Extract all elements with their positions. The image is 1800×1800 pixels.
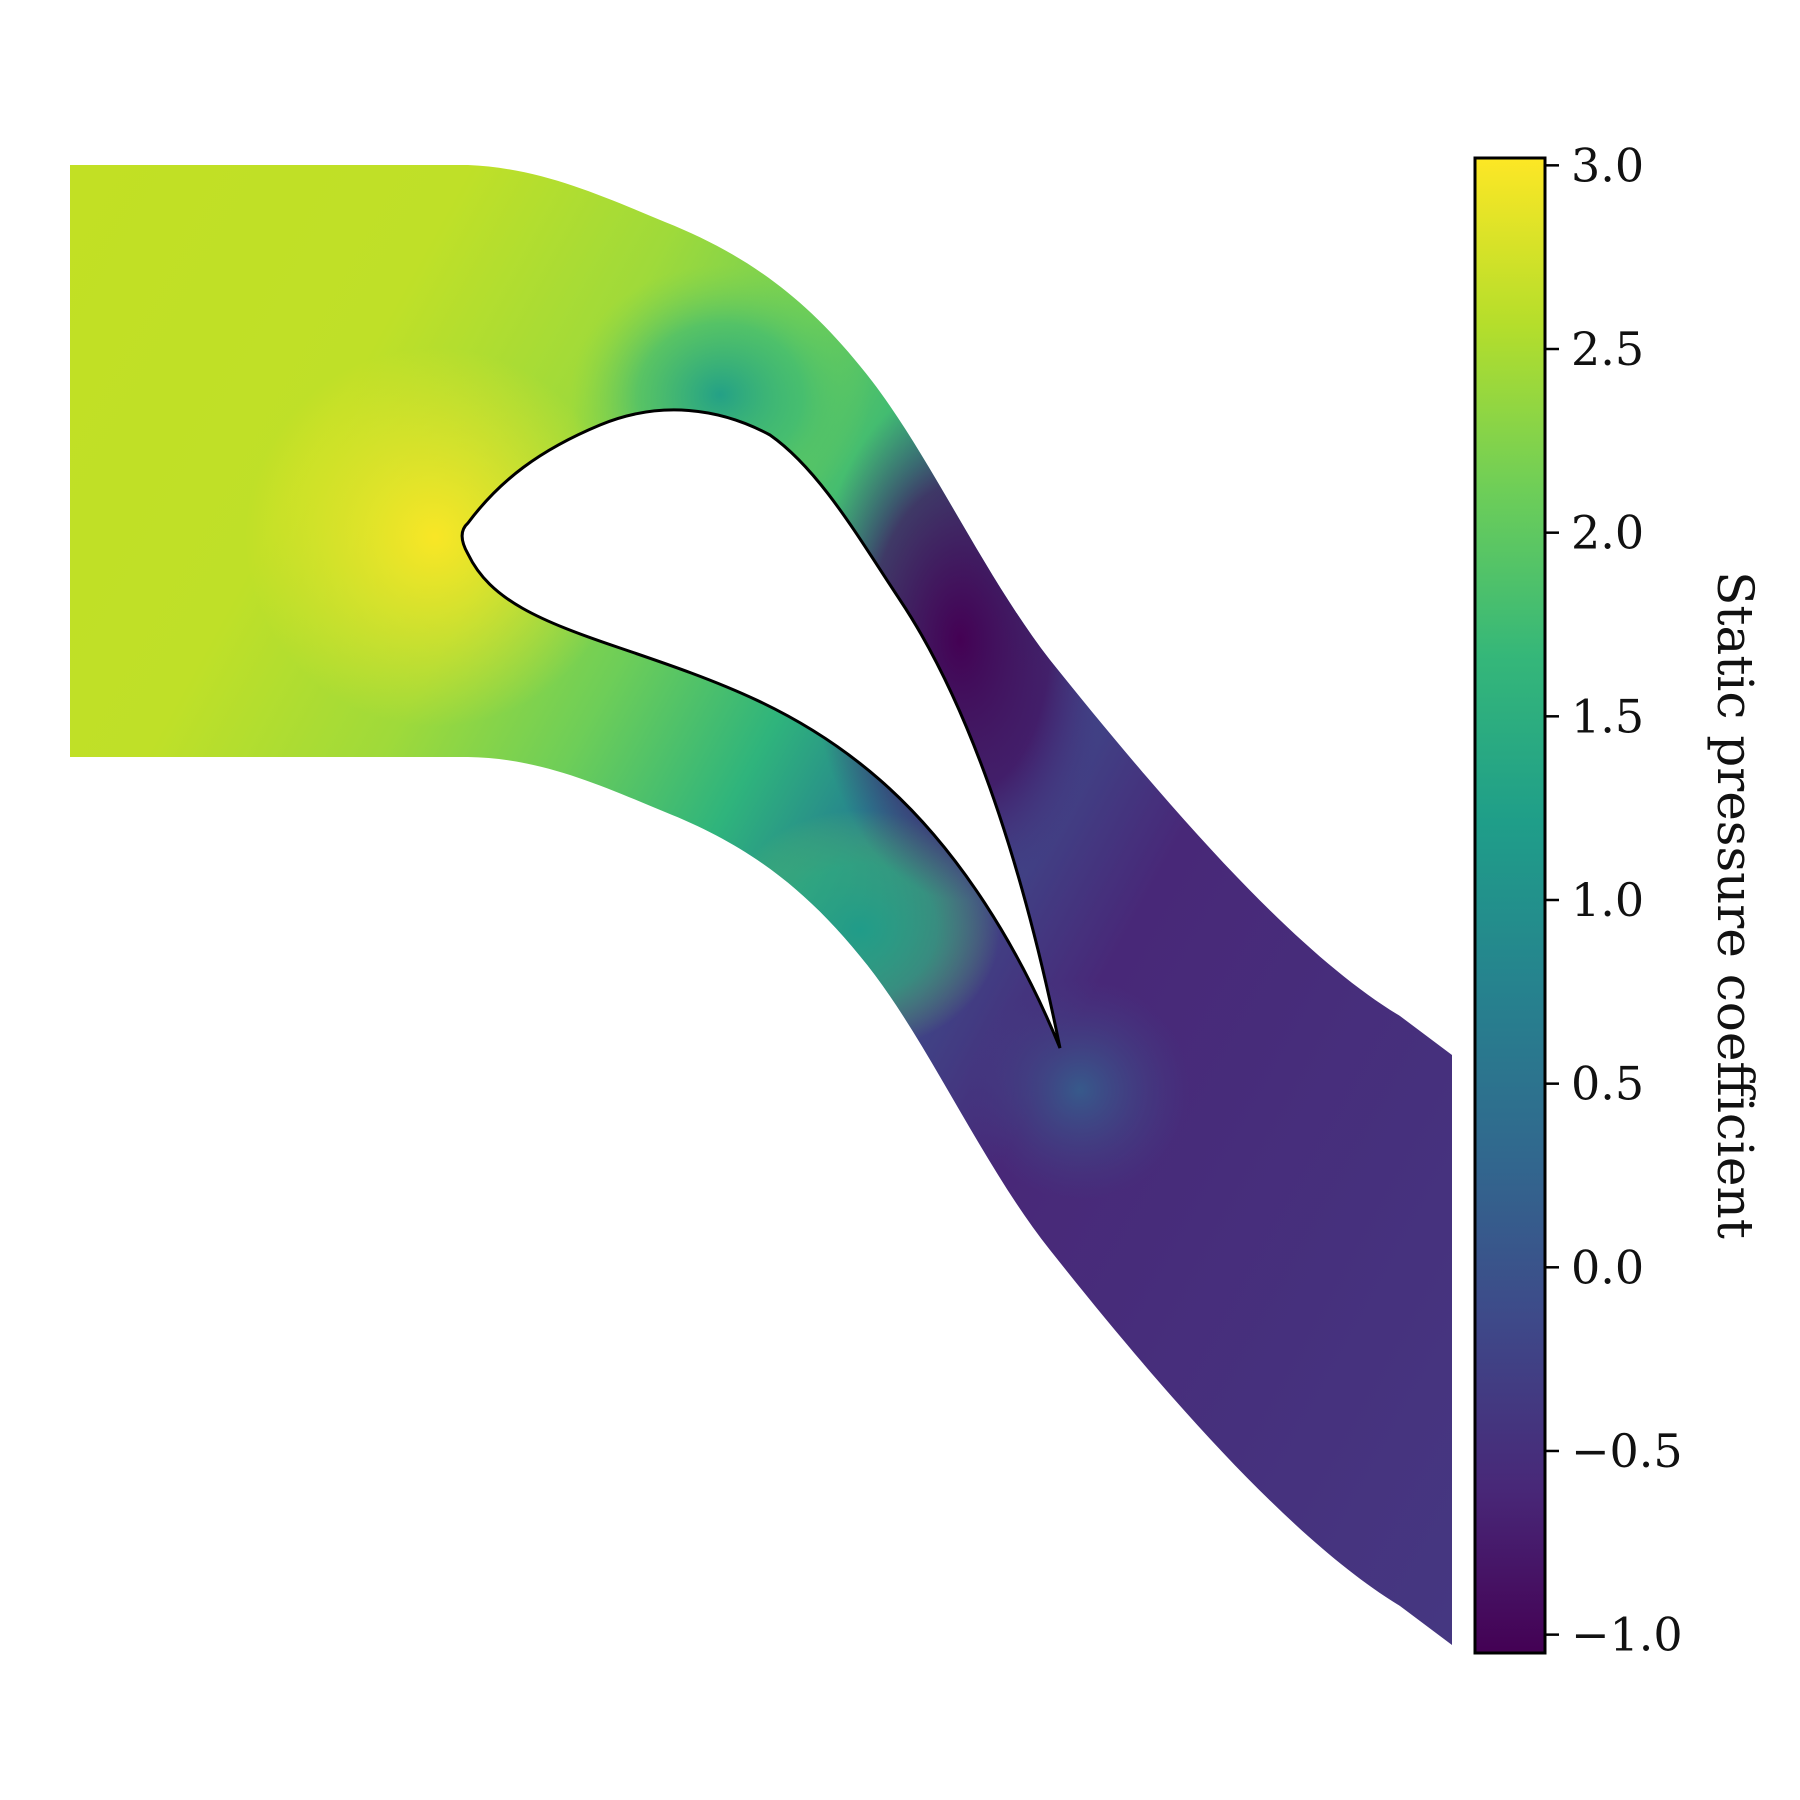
colorbar-gradient bbox=[1475, 158, 1545, 1653]
colorbar-tick-label: 0.0 bbox=[1571, 1240, 1644, 1294]
colorbar-tick-label: 2.5 bbox=[1571, 322, 1644, 376]
colorbar-label: Static pressure coefficient bbox=[1706, 571, 1764, 1239]
colorbar-frame bbox=[1473, 156, 1547, 1655]
colorbar-tick-label: −0.5 bbox=[1571, 1424, 1683, 1478]
colorbar: 3.0 2.5 2.0 1.5 1.0 0.5 0.0 −0.5 −1.0 Static pre… bbox=[1473, 138, 1764, 1662]
colorbar-ticks: 3.0 2.5 2.0 1.5 1.0 0.5 0.0 −0.5 −1.0 bbox=[1545, 138, 1683, 1662]
turbine-blade bbox=[460, 408, 1062, 1049]
trailing-edge-zone bbox=[970, 980, 1190, 1200]
colorbar-tick-label: 3.0 bbox=[1571, 138, 1644, 192]
colorbar-tick-label: 2.0 bbox=[1571, 506, 1644, 560]
colorbar-tick-label: −1.0 bbox=[1571, 1608, 1683, 1662]
stagnation-zone bbox=[245, 347, 625, 727]
colorbar-tick-label: 0.5 bbox=[1571, 1057, 1644, 1111]
colorbar-tick-label: 1.0 bbox=[1571, 873, 1644, 927]
colorbar-tick-label: 1.5 bbox=[1571, 689, 1644, 743]
